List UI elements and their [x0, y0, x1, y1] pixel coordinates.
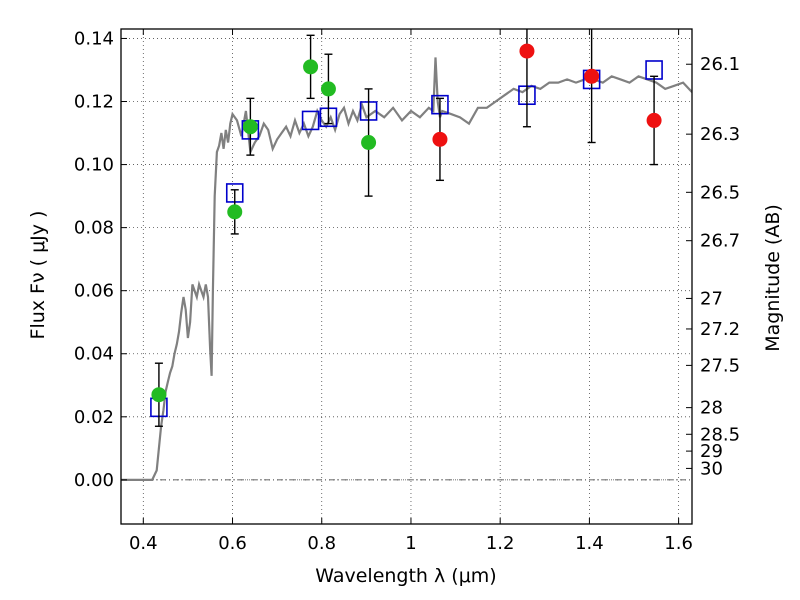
observed-flux-point: [432, 131, 448, 147]
y2-tick-label: 27.2: [700, 319, 740, 340]
x-tick-label: 0.4: [129, 533, 158, 554]
plot-area: [121, 29, 692, 481]
y2-axis-label: Magnitude (AB): [762, 204, 784, 352]
x-tick-label: 1.6: [664, 533, 693, 554]
y-axis-label: Flux Fν ( μJy ): [27, 211, 49, 340]
y2-tick-label: 28.5: [700, 424, 740, 445]
y2-tick-label: 28: [700, 398, 723, 419]
x-axis-label: Wavelength λ (μm): [315, 565, 496, 587]
y-tick-label: 0.04: [74, 344, 114, 365]
x-tick-label: 0.8: [307, 533, 336, 554]
observed-flux-point: [646, 112, 662, 128]
x-tick-label: 1: [405, 533, 416, 554]
x-tick-label: 1.2: [486, 533, 515, 554]
y2-tick-label: 26.7: [700, 231, 740, 252]
x-tick-label: 0.6: [218, 533, 247, 554]
observed-flux-point: [303, 59, 319, 75]
y-tick-label: 0.08: [74, 218, 114, 239]
y-tick-label: 0.02: [74, 407, 114, 428]
y2-tick-label: 27.5: [700, 355, 740, 376]
observed-flux-point: [361, 135, 377, 151]
observed-flux-point: [227, 204, 243, 220]
plot-frame: [120, 28, 693, 525]
y2-tick-label: 26.1: [700, 54, 740, 75]
grid-lines: [121, 29, 692, 524]
y2-tick-label: 29: [700, 441, 723, 462]
model-spectrum-line: [121, 57, 692, 481]
y-tick-label: 0.06: [74, 281, 114, 302]
x-tick-label: 1.4: [575, 533, 604, 554]
y2-tick-label: 27: [700, 288, 723, 309]
axis-ticks: 0.4 0.6 0.8 1 1.2 1.4 1.6 0.00 0.02 0.04 0.06 0.08 0…: [74, 28, 740, 554]
observed-flux-point: [519, 43, 535, 59]
observed-flux-point: [242, 119, 258, 135]
observed-flux-point: [584, 68, 600, 84]
y2-tick-label: 30: [700, 458, 723, 479]
y-tick-label: 0.12: [74, 92, 114, 113]
observed-flux-point: [151, 387, 167, 403]
observed-flux-point: [320, 81, 336, 97]
y2-tick-label: 26.3: [700, 124, 740, 145]
y2-tick-label: 26.5: [700, 182, 740, 203]
y-tick-label: 0.00: [74, 470, 114, 491]
model-square-point: [301, 110, 320, 131]
y-tick-label: 0.10: [74, 155, 114, 176]
y-tick-label: 0.14: [74, 28, 114, 49]
